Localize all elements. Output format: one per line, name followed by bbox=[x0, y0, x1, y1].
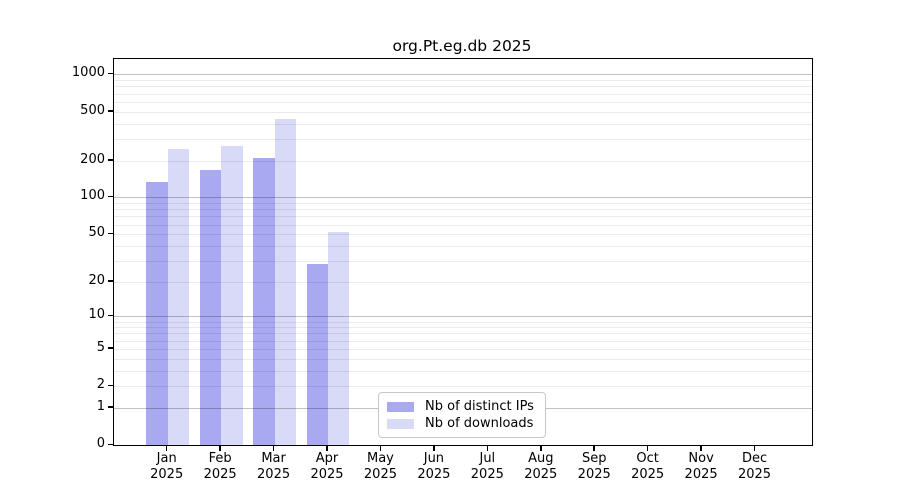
bar-nb-of-downloads-mar bbox=[274, 119, 296, 445]
y-tick-label-500: 500 bbox=[80, 102, 105, 118]
x-tick-label-feb: Feb 2025 bbox=[203, 451, 237, 482]
y-tick-label-20: 20 bbox=[88, 272, 105, 288]
x-tick-mark-sep bbox=[593, 445, 595, 451]
x-tick-label-aug: Aug 2025 bbox=[524, 451, 558, 482]
x-tick-label-dec: Dec 2025 bbox=[737, 451, 772, 482]
chart-title: org.Pt.eg.db 2025 bbox=[392, 37, 532, 55]
y-tick-mark-2 bbox=[108, 384, 113, 387]
x-tick-label-apr: Apr 2025 bbox=[310, 451, 344, 482]
y-tick-mark-20 bbox=[108, 280, 113, 282]
y-tick-label-200: 200 bbox=[80, 151, 105, 167]
bar-nb-of-downloads-jan bbox=[167, 148, 190, 445]
x-tick-label-sep: Sep 2025 bbox=[577, 451, 611, 482]
y-tick-label-5: 5 bbox=[96, 339, 105, 355]
bars-layer bbox=[114, 59, 812, 445]
x-tick-label-jan: Jan 2025 bbox=[150, 451, 184, 482]
x-tick-label-jun: Jun 2025 bbox=[417, 451, 451, 482]
x-tick-mark-apr bbox=[326, 445, 328, 451]
bar-nb-of-downloads-feb bbox=[221, 145, 243, 445]
y-tick-mark-1 bbox=[108, 406, 113, 408]
y-tick-mark-500 bbox=[108, 110, 113, 112]
x-tick-mark-dec bbox=[753, 445, 756, 451]
bar-nb-of-distinct-ips-mar bbox=[253, 157, 275, 445]
y-tick-mark-0 bbox=[108, 443, 113, 445]
y-tick-mark-1000 bbox=[108, 72, 113, 75]
y-tick-mark-10 bbox=[108, 314, 113, 317]
y-tick-label-0: 0 bbox=[96, 436, 105, 451]
y-tick-label-10: 10 bbox=[88, 307, 105, 323]
x-tick-mark-jul bbox=[486, 445, 489, 451]
bar-nb-of-distinct-ips-apr bbox=[306, 264, 328, 445]
y-tick-mark-50 bbox=[108, 232, 113, 235]
y-tick-mark-100 bbox=[108, 195, 113, 198]
legend-label-downloads: Nb of downloads bbox=[425, 416, 534, 431]
legend-label-distinct-ips: Nb of distinct IPs bbox=[425, 399, 534, 414]
legend-swatch-downloads-icon bbox=[387, 418, 414, 429]
y-tick-label-2: 2 bbox=[96, 377, 105, 393]
legend-item-distinct-ips: Nb of distinct IPs bbox=[387, 399, 536, 414]
y-tick-label-1: 1 bbox=[96, 398, 105, 414]
plot-area bbox=[113, 58, 813, 446]
x-tick-mark-oct bbox=[646, 445, 649, 451]
x-tick-mark-aug bbox=[540, 445, 542, 451]
bar-nb-of-distinct-ips-feb bbox=[199, 169, 222, 445]
x-tick-label-may: May 2025 bbox=[363, 451, 397, 482]
y-tick-mark-5 bbox=[108, 347, 113, 349]
x-tick-mark-jun bbox=[433, 445, 435, 451]
legend-item-downloads: Nb of downloads bbox=[387, 416, 536, 431]
x-tick-mark-jan bbox=[165, 445, 168, 451]
legend: Nb of distinct IPs Nb of downloads bbox=[378, 392, 546, 438]
y-tick-mark-200 bbox=[108, 159, 113, 161]
y-tick-label-50: 50 bbox=[88, 225, 105, 241]
x-tick-label-mar: Mar 2025 bbox=[257, 451, 291, 482]
x-tick-label-oct: Oct 2025 bbox=[631, 451, 665, 482]
x-tick-mark-may bbox=[379, 445, 382, 451]
y-tick-label-1000: 1000 bbox=[71, 65, 105, 81]
x-tick-mark-nov bbox=[700, 445, 702, 451]
x-tick-label-nov: Nov 2025 bbox=[684, 451, 718, 482]
x-tick-mark-mar bbox=[272, 445, 275, 451]
y-tick-label-100: 100 bbox=[80, 188, 105, 204]
bar-nb-of-distinct-ips-jan bbox=[146, 181, 168, 445]
x-tick-label-jul: Jul 2025 bbox=[470, 451, 504, 482]
x-tick-mark-feb bbox=[219, 445, 221, 451]
bar-nb-of-downloads-apr bbox=[328, 232, 350, 445]
legend-swatch-distinct-ips-icon bbox=[387, 401, 414, 412]
